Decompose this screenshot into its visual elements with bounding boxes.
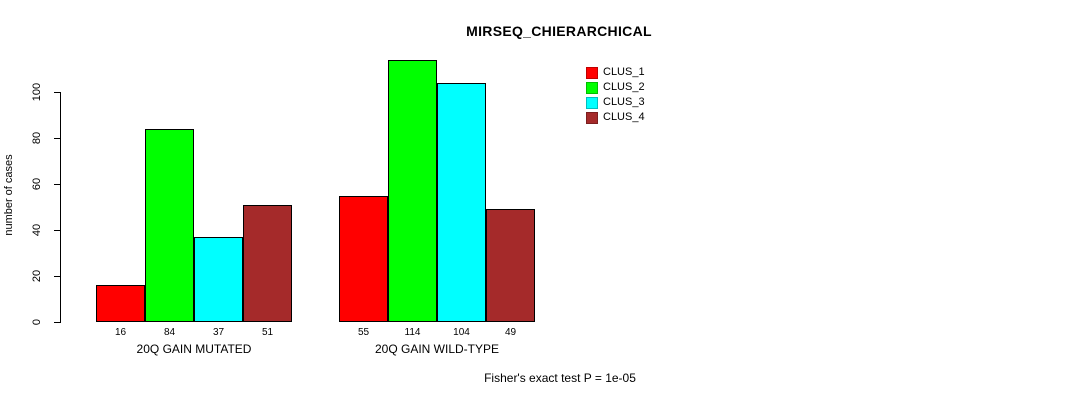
y-axis-line	[60, 92, 61, 323]
y-tick-label: 20	[31, 269, 43, 283]
y-tick-mark	[54, 322, 60, 323]
y-tick-label: 80	[31, 131, 43, 145]
y-tick-label: 40	[31, 223, 43, 237]
y-axis-label: number of cases	[3, 154, 15, 236]
legend-item-clus-3: CLUS_3	[586, 95, 645, 110]
legend-label-clus-1: CLUS_1	[603, 66, 645, 78]
y-tick-label: 60	[31, 177, 43, 191]
bar-value-label: 16	[114, 327, 127, 338]
bar-clus_2-0	[145, 129, 194, 322]
legend-item-clus-2: CLUS_2	[586, 80, 645, 95]
bar-clus_1-1	[339, 196, 388, 322]
group-label-mutated: 20Q GAIN MUTATED	[136, 342, 252, 356]
bar-clus_4-0	[243, 205, 292, 322]
legend-swatch-clus-1	[586, 66, 598, 79]
bar-value-label: 104	[453, 327, 470, 338]
legend-label-clus-2: CLUS_2	[603, 81, 645, 93]
legend-item-clus-4: CLUS_4	[586, 110, 645, 125]
chart-title: MIRSEQ_CHIERARCHICAL	[466, 23, 652, 39]
bar-value-label: 55	[357, 327, 370, 338]
legend-label-clus-3: CLUS_3	[603, 96, 645, 108]
bar-clus_4-1	[486, 209, 535, 322]
y-tick-mark	[54, 92, 60, 93]
bar-clus_3-1	[437, 83, 486, 322]
bar-value-label: 49	[504, 327, 517, 338]
y-tick-label: 100	[31, 82, 43, 102]
y-tick-mark	[54, 138, 60, 139]
legend-swatch-clus-2	[586, 81, 598, 94]
y-tick-mark	[54, 230, 60, 231]
legend-swatch-clus-4	[586, 111, 598, 124]
group-label-wild-type: 20Q GAIN WILD-TYPE	[374, 342, 500, 356]
legend: CLUS_1 CLUS_2 CLUS_3 CLUS_4	[586, 65, 645, 125]
fisher-test-annotation: Fisher's exact test P = 1e-05	[484, 371, 636, 385]
y-tick-label: 0	[31, 318, 43, 326]
bar-clus_3-0	[194, 237, 243, 322]
bar-value-label: 84	[163, 327, 176, 338]
bar-clus_1-0	[96, 285, 145, 322]
bar-value-label: 37	[212, 327, 225, 338]
legend-label-clus-4: CLUS_4	[603, 111, 645, 123]
legend-swatch-clus-3	[586, 96, 598, 109]
legend-item-clus-1: CLUS_1	[586, 65, 645, 80]
bar-value-label: 114	[404, 327, 421, 338]
bar-clus_2-1	[388, 60, 437, 322]
y-tick-mark	[54, 184, 60, 185]
bar-value-label: 51	[261, 327, 274, 338]
y-tick-mark	[54, 276, 60, 277]
